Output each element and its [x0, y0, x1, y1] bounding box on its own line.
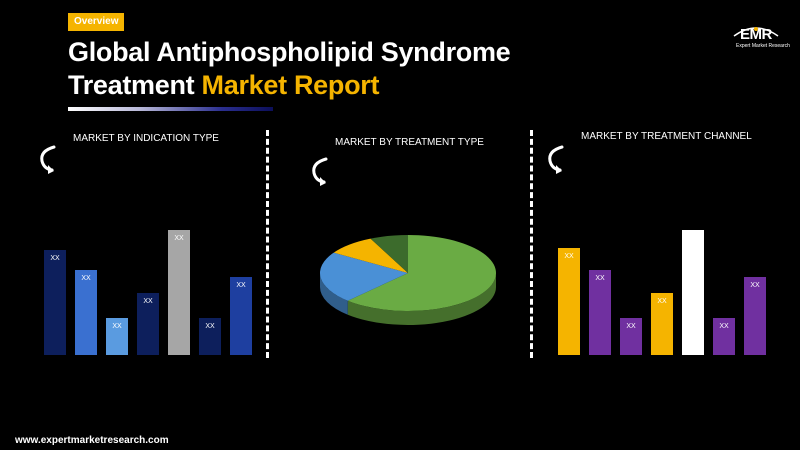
section-divider-2 — [530, 130, 533, 358]
channel-bar-7 — [744, 277, 766, 355]
indication-bar-3 — [106, 318, 128, 355]
channel-bar-label-4: XX — [657, 298, 667, 305]
indication-bar-label-7: XX — [236, 282, 246, 289]
treatment-type-pie-chart — [320, 235, 496, 325]
channel-bar-label-2: XX — [595, 275, 605, 282]
channel-bar-5 — [682, 230, 704, 355]
section-divider-1 — [266, 130, 269, 358]
indication-bar-label-6: XX — [205, 323, 215, 330]
indication-bar-1 — [44, 250, 66, 355]
title-underline — [68, 107, 273, 111]
pie-slice-4 — [370, 235, 408, 273]
emr-logo-icon — [733, 27, 779, 37]
title-line-2: Treatment Market Report — [68, 69, 510, 102]
pie-slice-side-1 — [347, 273, 496, 325]
title-line-2-white: Treatment — [68, 70, 202, 100]
curved-arrow-icon — [312, 157, 328, 186]
pie-slice-side-2 — [320, 273, 348, 315]
channel-bar-label-6: XX — [719, 323, 729, 330]
logo-text: EMR — [740, 26, 772, 43]
curved-arrow-icon — [548, 145, 564, 174]
channel-bar-2 — [589, 270, 611, 355]
indication-bar-4 — [137, 293, 159, 355]
channel-bar-3 — [620, 318, 642, 355]
title-line-1: Global Antiphospholipid Syndrome — [68, 37, 511, 67]
curved-arrow-icon — [40, 145, 56, 174]
indication-bar-6 — [199, 318, 221, 355]
section-label-indication: MARKET BY INDICATION TYPE — [73, 133, 219, 144]
indication-bar-7 — [230, 277, 252, 355]
channel-bar-6 — [713, 318, 735, 355]
indication-bar-label-1: XX — [50, 255, 60, 262]
pie-slice-3 — [333, 238, 408, 273]
section-label-treatment-channel: MARKET BY TREATMENT CHANNEL — [581, 131, 752, 142]
channel-bar-label-7: XX — [750, 282, 760, 289]
pie-slice-2 — [320, 252, 408, 301]
indication-bar-label-5: XX — [174, 235, 184, 242]
title-line-2-accent: Market Report — [201, 70, 380, 100]
overview-badge: Overview — [68, 13, 125, 31]
logo-subtitle: Expert Market Research — [736, 43, 790, 49]
channel-bar-label-3: XX — [626, 323, 636, 330]
indication-bar-label-4: XX — [143, 298, 153, 305]
pie-slice-1 — [347, 235, 496, 311]
channel-bar-label-1: XX — [564, 253, 574, 260]
footer-url[interactable]: www.expertmarketresearch.com — [15, 435, 169, 446]
indication-bar-label-3: XX — [112, 323, 122, 330]
channel-bar-label-5: XX — [688, 235, 698, 242]
page-title: Global Antiphospholipid Syndrome Treatme… — [68, 36, 511, 102]
treatment-channel-bar-chart: XX XX XX XX XX XX XX — [558, 230, 766, 355]
channel-bar-4 — [651, 293, 673, 355]
channel-bar-1 — [558, 248, 580, 355]
indication-bar-2 — [75, 270, 97, 355]
indication-bar-chart: XX XX XX XX XX XX XX — [44, 230, 252, 355]
indication-bar-5 — [168, 230, 190, 355]
indication-bar-label-2: XX — [81, 275, 91, 282]
section-label-treatment-type: MARKET BY TREATMENT TYPE — [335, 137, 484, 148]
